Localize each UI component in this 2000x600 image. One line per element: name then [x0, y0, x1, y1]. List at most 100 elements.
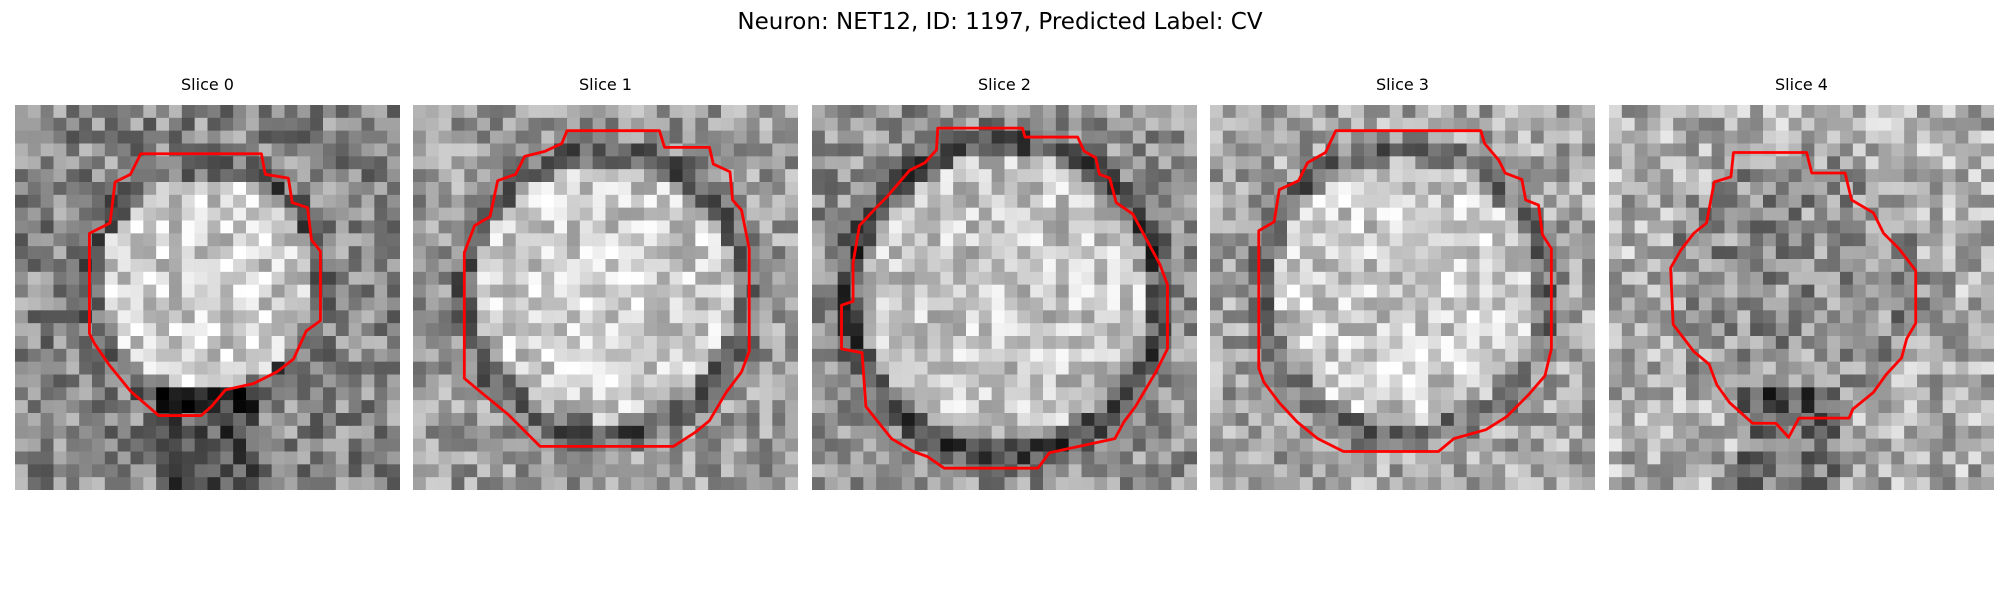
- pixel: [1492, 130, 1506, 144]
- pixel: [669, 323, 683, 337]
- pixel: [914, 233, 928, 247]
- pixel: [477, 182, 491, 196]
- pixel: [837, 207, 851, 221]
- pixel: [863, 297, 877, 311]
- pixel: [374, 297, 388, 311]
- pixel: [1261, 348, 1275, 362]
- pixel: [258, 310, 272, 324]
- pixel: [1775, 464, 1789, 478]
- pixel: [1389, 297, 1403, 311]
- pixel: [1737, 207, 1751, 221]
- pixel: [812, 477, 826, 490]
- pixel: [966, 374, 980, 388]
- pixel: [824, 464, 838, 478]
- pixel: [1556, 400, 1570, 414]
- pixel: [284, 259, 298, 273]
- pixel: [1312, 117, 1326, 131]
- pixel: [1556, 413, 1570, 427]
- pixel: [1518, 413, 1532, 427]
- pixel: [1171, 400, 1185, 414]
- pixel: [323, 387, 337, 401]
- pixel: [733, 413, 747, 427]
- pixel: [1030, 361, 1044, 375]
- pixel: [1814, 143, 1828, 157]
- pixel: [812, 464, 826, 478]
- pixel: [1942, 425, 1956, 439]
- pixel: [618, 400, 632, 414]
- pixel: [1827, 169, 1841, 183]
- pixel: [246, 297, 260, 311]
- pixel: [1737, 438, 1751, 452]
- pixel: [1030, 310, 1044, 324]
- pixel: [759, 297, 773, 311]
- pixel: [1312, 246, 1326, 260]
- pixel: [233, 207, 247, 221]
- pixel: [1968, 323, 1982, 337]
- pixel: [1852, 348, 1866, 362]
- pixel: [502, 220, 516, 234]
- pixel: [1120, 451, 1134, 465]
- pixel: [1389, 348, 1403, 362]
- pixel: [413, 169, 427, 183]
- pixel: [1094, 130, 1108, 144]
- pixel: [1609, 207, 1623, 221]
- pixel: [1325, 361, 1339, 375]
- pixel: [1505, 246, 1519, 260]
- pixel: [258, 297, 272, 311]
- pixel: [953, 387, 967, 401]
- pixel: [1312, 348, 1326, 362]
- pixel: [592, 207, 606, 221]
- pixel: [181, 387, 195, 401]
- pixel: [143, 438, 157, 452]
- pixel: [156, 220, 170, 234]
- slice-svg-4: [1609, 105, 1994, 490]
- pixel: [746, 387, 760, 401]
- pixel: [772, 169, 786, 183]
- pixel: [1492, 438, 1506, 452]
- pixel: [502, 182, 516, 196]
- pixel: [104, 400, 118, 414]
- pixel: [1210, 413, 1224, 427]
- pixel: [644, 233, 658, 247]
- pixel: [1686, 413, 1700, 427]
- pixel: [889, 464, 903, 478]
- pixel: [1004, 182, 1018, 196]
- pixel: [1686, 194, 1700, 208]
- pixel: [1222, 105, 1236, 119]
- pixel: [1004, 438, 1018, 452]
- pixel: [991, 413, 1005, 427]
- pixel: [1415, 246, 1429, 260]
- pixel: [1081, 105, 1095, 119]
- pixel: [541, 336, 555, 350]
- pixel: [451, 477, 465, 490]
- pixel: [1968, 464, 1982, 478]
- pixel: [1043, 310, 1057, 324]
- pixel: [15, 310, 29, 324]
- pixel: [207, 169, 221, 183]
- pixel: [1184, 143, 1197, 157]
- pixel: [1274, 271, 1288, 285]
- pixel: [1942, 246, 1956, 260]
- pixel: [1299, 387, 1313, 401]
- pixel: [310, 182, 324, 196]
- pixel: [876, 387, 890, 401]
- pixel: [1750, 259, 1764, 273]
- pixel: [1981, 464, 1994, 478]
- pixel: [1402, 169, 1416, 183]
- pixel: [1750, 233, 1764, 247]
- pixel: [233, 284, 247, 298]
- pixel: [1338, 425, 1352, 439]
- pixel: [1043, 207, 1057, 221]
- pixel: [579, 271, 593, 285]
- pixel: [978, 156, 992, 170]
- pixel: [233, 297, 247, 311]
- slice-image-3: [1210, 105, 1595, 490]
- pixel: [117, 156, 131, 170]
- pixel: [1840, 207, 1854, 221]
- pixel: [759, 348, 773, 362]
- pixel: [1402, 105, 1416, 119]
- pixel: [1351, 297, 1365, 311]
- pixel: [374, 400, 388, 414]
- pixel: [438, 271, 452, 285]
- pixel: [143, 246, 157, 260]
